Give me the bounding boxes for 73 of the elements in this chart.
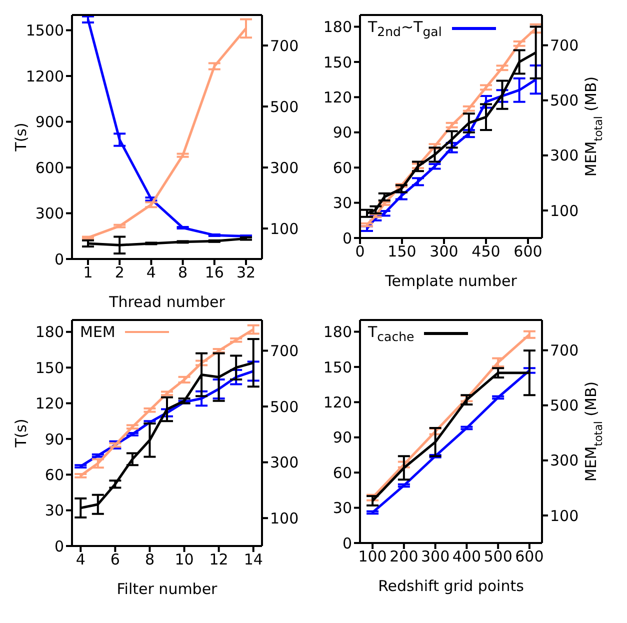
x-axis-title: Thread number <box>108 293 226 311</box>
y-tick-label: 30 <box>44 502 64 520</box>
x-tick-label: 14 <box>244 550 263 569</box>
x-tick-label: 8 <box>144 550 154 569</box>
y-tick-label: 90 <box>44 430 64 448</box>
y-tick-label: 120 <box>323 393 352 412</box>
y-tick-label: 180 <box>35 323 64 342</box>
y2-tick-label: 100 <box>550 202 579 220</box>
y-tick-label: 300 <box>35 204 64 223</box>
y2-tick-label: 500 <box>270 398 299 416</box>
y2-tick-label: 500 <box>270 98 299 116</box>
y2-tick-label: 700 <box>270 342 299 360</box>
y2-tick-label: 500 <box>550 92 579 110</box>
y-tick-label: 0 <box>342 534 352 552</box>
y-tick-label: 90 <box>332 124 352 142</box>
y-tick-label: 60 <box>332 158 352 177</box>
y2-tick-label: 300 <box>550 452 579 470</box>
legend-label: MEM <box>80 323 116 341</box>
y-axis-title: T(s) <box>12 122 30 152</box>
y-tick-label: 900 <box>35 113 64 132</box>
y-tick-label: 120 <box>35 394 64 413</box>
y2-tick-label: 100 <box>270 220 299 238</box>
x-tick-label: 1 <box>83 264 93 282</box>
y-tick-label: 30 <box>332 499 352 518</box>
y2-tick-label: 500 <box>550 396 579 415</box>
y-tick-label: 60 <box>44 466 64 484</box>
x-axis-title: Redshift grid points <box>378 577 524 595</box>
y2-tick-label: 300 <box>270 158 299 177</box>
x-tick-label: 2 <box>114 264 124 282</box>
y2-tick-label: 300 <box>270 454 299 472</box>
x-tick-label: 4 <box>146 264 156 282</box>
x-tick-label: 300 <box>430 242 458 261</box>
x-tick-label: 6 <box>110 550 120 569</box>
y2-tick-label: 700 <box>550 36 579 55</box>
x-tick-label: 4 <box>76 550 86 569</box>
y2-tick-label: 100 <box>550 506 579 525</box>
y-tick-label: 90 <box>332 428 352 447</box>
y-tick-label: 180 <box>323 18 352 36</box>
legend-label: T$_{cache}$ <box>368 323 414 344</box>
x-tick-label: 300 <box>420 548 450 566</box>
x-tick-label: 200 <box>390 548 418 566</box>
x-tick-label: 400 <box>452 548 482 566</box>
y-tick-label: 0 <box>342 229 352 248</box>
y-axis-title: T(s) <box>12 418 30 448</box>
y-tick-label: 60 <box>332 464 352 482</box>
y-tick-label: 600 <box>35 158 64 177</box>
y-tick-label: 150 <box>35 358 64 377</box>
y-tick-label: 180 <box>323 323 352 342</box>
y2-tick-label: 300 <box>550 146 579 165</box>
x-tick-label: 0 <box>355 242 365 261</box>
x-tick-label: 500 <box>484 548 512 566</box>
y-tick-label: 120 <box>323 88 352 106</box>
x-tick-label: 600 <box>514 242 542 261</box>
legend-label: T$_{2nd}$~T$_{gal}$ <box>368 18 442 39</box>
y2-tick-label: 100 <box>270 509 299 528</box>
x-tick-label: 450 <box>472 242 500 261</box>
x-tick-label: 150 <box>388 242 416 261</box>
x-axis-title: Filter number <box>116 580 218 598</box>
y-tick-label: 30 <box>332 194 352 212</box>
x-tick-label: 8 <box>178 264 188 282</box>
y2-tick-label: 700 <box>270 36 299 55</box>
y-tick-label: 150 <box>323 358 352 376</box>
y-tick-label: 150 <box>323 53 352 72</box>
x-tick-label: 10 <box>174 550 194 569</box>
x-tick-label: 12 <box>209 550 228 569</box>
x-axis-title: Template number <box>384 272 518 290</box>
y2-tick-label: 700 <box>550 342 579 360</box>
x-tick-label: 32 <box>236 264 256 282</box>
y-tick-label: 1500 <box>26 22 64 40</box>
x-tick-label: 100 <box>358 548 387 566</box>
y-tick-label: 1200 <box>26 67 64 86</box>
x-tick-label: 600 <box>515 548 544 566</box>
x-tick-label: 16 <box>204 264 224 282</box>
